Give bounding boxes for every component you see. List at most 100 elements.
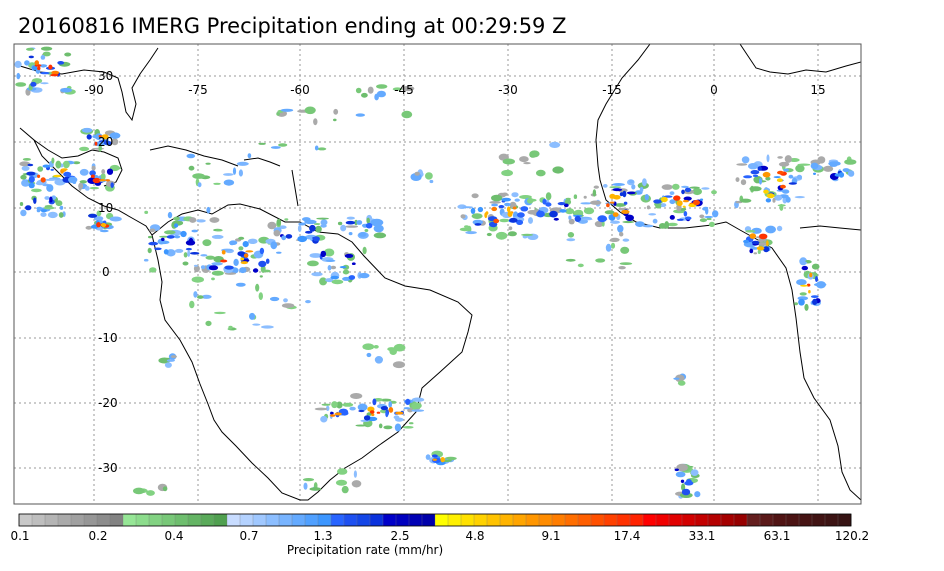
precip-cell xyxy=(788,182,797,185)
colorbar-ticks: 0.1 0.2 0.4 0.7 1.3 2.5 4.8 9.1 17.4 33.… xyxy=(10,529,869,543)
colorbar-cell xyxy=(239,513,254,527)
precip-cell xyxy=(258,292,263,300)
precip-cell xyxy=(259,275,263,278)
precip-cell xyxy=(103,140,112,146)
precip-cell xyxy=(362,343,375,351)
precip-cell xyxy=(388,401,393,408)
precip-cell xyxy=(36,206,43,210)
precip-cell xyxy=(776,178,783,183)
colorbar-cell xyxy=(811,513,826,527)
precip-cell xyxy=(276,251,282,254)
precip-cell xyxy=(622,190,627,198)
precip-cell xyxy=(167,211,173,219)
precip-cell xyxy=(224,265,234,270)
colorbar-label: Precipitation rate (mm/hr) xyxy=(287,543,443,557)
precip-cell xyxy=(90,174,95,179)
precip-cell xyxy=(208,265,219,271)
precip-cell xyxy=(529,150,540,158)
precip-cell xyxy=(388,407,394,413)
precip-cell xyxy=(493,218,500,224)
precip-cell xyxy=(330,275,340,280)
colorbar-cell xyxy=(44,513,59,527)
precip-cell xyxy=(661,184,673,190)
precip-cell xyxy=(197,182,202,188)
precip-cell xyxy=(429,179,434,184)
precip-cell xyxy=(374,356,383,364)
precip-cell xyxy=(47,211,58,219)
precip-cell xyxy=(593,185,599,189)
precip-cell xyxy=(778,161,790,167)
precip-cell xyxy=(48,64,53,70)
precip-cell xyxy=(311,272,323,277)
precip-cell xyxy=(154,247,162,251)
precip-cell xyxy=(411,403,418,410)
precip-cell xyxy=(619,262,633,265)
precip-cell xyxy=(333,118,337,122)
precip-cell xyxy=(772,198,776,203)
precip-cell xyxy=(549,141,561,148)
precip-cell xyxy=(749,233,757,239)
precip-cell xyxy=(320,219,328,226)
precip-cell xyxy=(305,300,311,304)
precip-cell xyxy=(606,203,610,208)
precip-cell xyxy=(672,183,680,190)
precip-cell xyxy=(325,278,334,283)
precip-cell xyxy=(565,208,575,215)
precip-cell xyxy=(105,179,111,182)
precip-cell xyxy=(743,239,750,244)
colorbar-tick-label: 0.7 xyxy=(239,529,258,543)
precip-cell xyxy=(267,221,277,230)
precip-cell xyxy=(278,143,288,147)
precip-cell xyxy=(24,60,30,66)
precip-cell xyxy=(610,220,620,224)
precip-cell xyxy=(20,174,27,180)
precip-cell xyxy=(238,169,243,177)
precip-cell xyxy=(238,236,245,240)
precip-cell xyxy=(545,192,552,201)
precip-cell xyxy=(501,197,512,202)
precip-cell xyxy=(699,214,705,219)
precip-cell xyxy=(393,343,406,352)
precip-cell xyxy=(319,277,328,286)
precip-cell xyxy=(323,248,335,257)
precip-cell xyxy=(552,166,564,174)
precip-cell xyxy=(658,223,667,229)
colorbar-tick-label: 63.1 xyxy=(764,529,791,543)
precip-cell xyxy=(785,196,791,203)
precip-cell xyxy=(545,202,552,207)
latitude-label: -10 xyxy=(98,331,118,345)
precip-cell xyxy=(749,248,754,254)
precip-cell xyxy=(682,205,686,208)
precip-cell xyxy=(385,411,389,418)
precip-cell xyxy=(187,250,191,257)
precip-cell xyxy=(309,487,322,491)
precip-cell xyxy=(376,411,381,414)
colorbar-cell xyxy=(564,513,579,527)
precip-cell xyxy=(42,164,51,168)
colorbar-cell xyxy=(824,513,839,527)
precip-cell xyxy=(823,165,834,172)
precip-cell xyxy=(605,243,612,252)
precip-cell xyxy=(812,298,818,305)
precip-cell xyxy=(62,160,70,169)
precip-cell xyxy=(188,237,194,245)
precip-cell xyxy=(334,412,342,416)
precip-cell xyxy=(373,345,379,349)
precip-cell xyxy=(197,295,204,299)
coastline-hispaniola xyxy=(243,157,281,167)
precip-cell xyxy=(303,482,308,490)
precip-cell xyxy=(109,216,122,222)
precip-cell xyxy=(58,212,64,218)
precip-cell xyxy=(472,219,483,225)
precip-cell xyxy=(425,172,433,180)
precip-cell xyxy=(795,164,805,173)
precip-cell xyxy=(358,272,370,279)
precip-cell xyxy=(320,415,328,423)
precip-cell xyxy=(40,212,47,218)
colorbar-cell xyxy=(486,513,501,527)
colorbar-cell xyxy=(70,513,85,527)
precip-cell xyxy=(692,187,702,196)
gridlines xyxy=(14,44,861,504)
colorbar-cell xyxy=(785,513,800,527)
precip-cell xyxy=(34,60,39,66)
